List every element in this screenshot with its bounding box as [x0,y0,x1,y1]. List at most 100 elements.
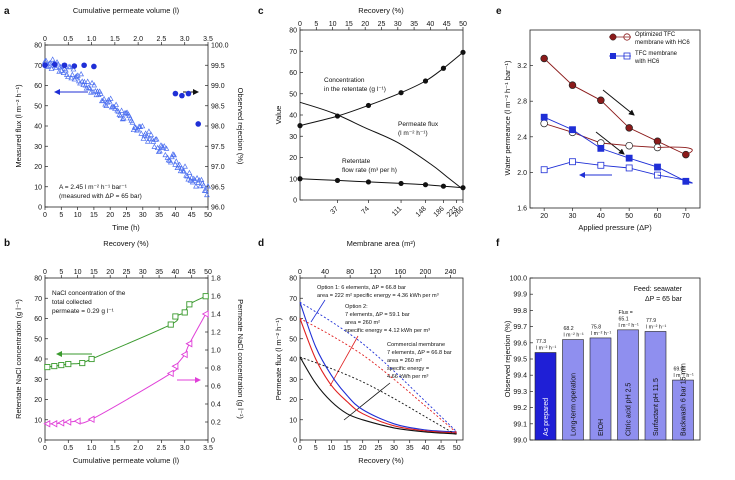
b-x-tick-label: 2.5 [157,445,167,452]
f-flux-label-4-1: l m⁻² h⁻¹ [646,324,666,330]
a-flux-point [70,66,77,72]
a-flux-point [107,95,114,101]
a-flux-point [118,107,125,113]
b-retentate-point [181,309,188,316]
a-flux-point [154,144,161,151]
d-commercial-area-line [299,356,457,436]
f-flux-label-3-2: l m⁻² h⁻¹ [619,323,639,329]
a-flux-point [193,183,199,189]
c-concentration-point [460,49,466,55]
a-flux-point [181,168,187,174]
a-flux-point [205,183,211,189]
b-x-tick-label: 3.0 [180,445,190,452]
d-top-tick-label: 160 [394,269,406,276]
panel-label-f: f [496,238,500,249]
e-optimized-turn [657,146,693,156]
f-bar-3 [617,329,639,441]
f-y-tick-label: 99.3 [513,389,527,396]
d-top-axis-title: Membrane area (m²) [347,239,416,248]
a-flux-point [115,108,122,114]
b-permeate-point [166,369,174,378]
f-y-tick-label: 99.5 [513,357,527,364]
c-x-tick-label: 148 [415,205,428,218]
b-top-axis-title: Recovery (%) [103,239,149,248]
panel-b-nacl-concentration: Recovery (%) Cumulative permeate volume … [14,239,245,465]
a-flux-point [195,179,202,185]
f-flux-label-2-1: l m⁻² h⁻¹ [591,331,611,337]
panel-c-module-simulation: Recovery (%) Value Concentration in the … [274,6,467,219]
f-flux-label-4-0: 77.9 [646,318,656,324]
e-x-tick-label: 30 [569,213,577,220]
a-flux-point [204,191,210,198]
a-x-tick-label: 35 [155,212,163,219]
c-concentration-label-1: Concentration [324,77,365,84]
c-x-tick-label: 186 [433,205,446,218]
f-flux-label-1-0: 68.2 [564,326,574,332]
b-x-tick-label: 0 [43,445,47,452]
b-x-axis-title: Cumulative permeate volume (l) [73,456,180,465]
a-flux-point [97,90,104,96]
a-right-tick-label: 100.0 [211,43,229,50]
a-flux-point [89,79,95,86]
a-flux-point [91,82,98,88]
b-top-tick-label: 25 [123,269,131,276]
c-top-tick-label: 35 [410,21,418,28]
c-flow-rate-line [299,178,464,189]
a-flux-point [49,56,56,62]
c-top-tick-label: 40 [427,21,435,28]
b-y-tick-label: 30 [34,377,42,384]
b-retentate-point [44,364,51,371]
b-retentate-point [167,321,174,328]
e-y-tick-label: 1.6 [517,206,527,213]
a-flux-point [77,80,83,86]
d-option2-pointer [329,335,359,387]
b-top-tick-label: 15 [90,269,98,276]
a-flux-point [120,115,127,121]
d-commercial-line2: 7 elements, ΔP = 66.8 bar [387,350,452,356]
a-flux-point [65,73,71,80]
a-flux-point [198,176,205,183]
b-y-tick-label: 20 [34,397,42,404]
a-top-tick-label: 2.5 [157,36,167,43]
b-y-tick-label: 50 [34,336,42,343]
d-y-tick-label: 80 [289,276,297,283]
c-flow-rate-point [398,180,404,187]
b-right-tick-label: 1.4 [211,312,221,319]
b-y-tick-label: 10 [34,417,42,424]
f-y-axis-title: Observed rejection (%) [503,320,512,397]
panel-label-d: d [258,238,264,249]
d-top-tick-label: 120 [369,269,381,276]
a-y-tick-label: 50 [34,103,42,110]
a-flux-point [73,73,80,79]
f-bar-2 [589,337,612,441]
b-right-tick-label: 1.6 [211,294,221,301]
a-flux-point [113,101,119,107]
a-right-tick-label: 99.0 [211,83,225,90]
d-option2-flux-line [299,318,457,434]
a-flux-point [117,112,124,119]
f-y-tick-label: 100.0 [509,276,527,283]
f-y-tick-label: 99.0 [513,438,527,445]
f-bar-5 [672,379,694,441]
a-flux-point [129,119,136,125]
d-y-tick-label: 30 [289,377,297,384]
a-rejection-point [195,121,202,127]
d-option1-line2: area = 222 m² specific energy = 4.36 kWh… [317,293,439,299]
a-flux-point [156,147,163,154]
a-flux-point [131,124,138,130]
d-y-tick-label: 0 [293,438,297,445]
d-x-tick-label: 40 [421,445,429,452]
c-flow-rate-point [460,185,466,191]
d-x-tick-label: 45 [437,445,445,452]
e-tfc-down-point [597,161,605,169]
a-flux-point [56,68,63,74]
c-y-tick-label: 20 [289,155,297,162]
a-top-tick-label: 3.5 [203,36,213,43]
d-x-tick-label: 0 [298,445,302,452]
b-right-tick-label: 0.8 [211,366,221,373]
e-optimized-down-point [540,119,548,128]
a-flux-point [176,161,183,167]
f-y-tick-label: 99.2 [513,405,527,412]
a-flux-point [78,70,84,77]
a-flux-point [172,161,179,167]
